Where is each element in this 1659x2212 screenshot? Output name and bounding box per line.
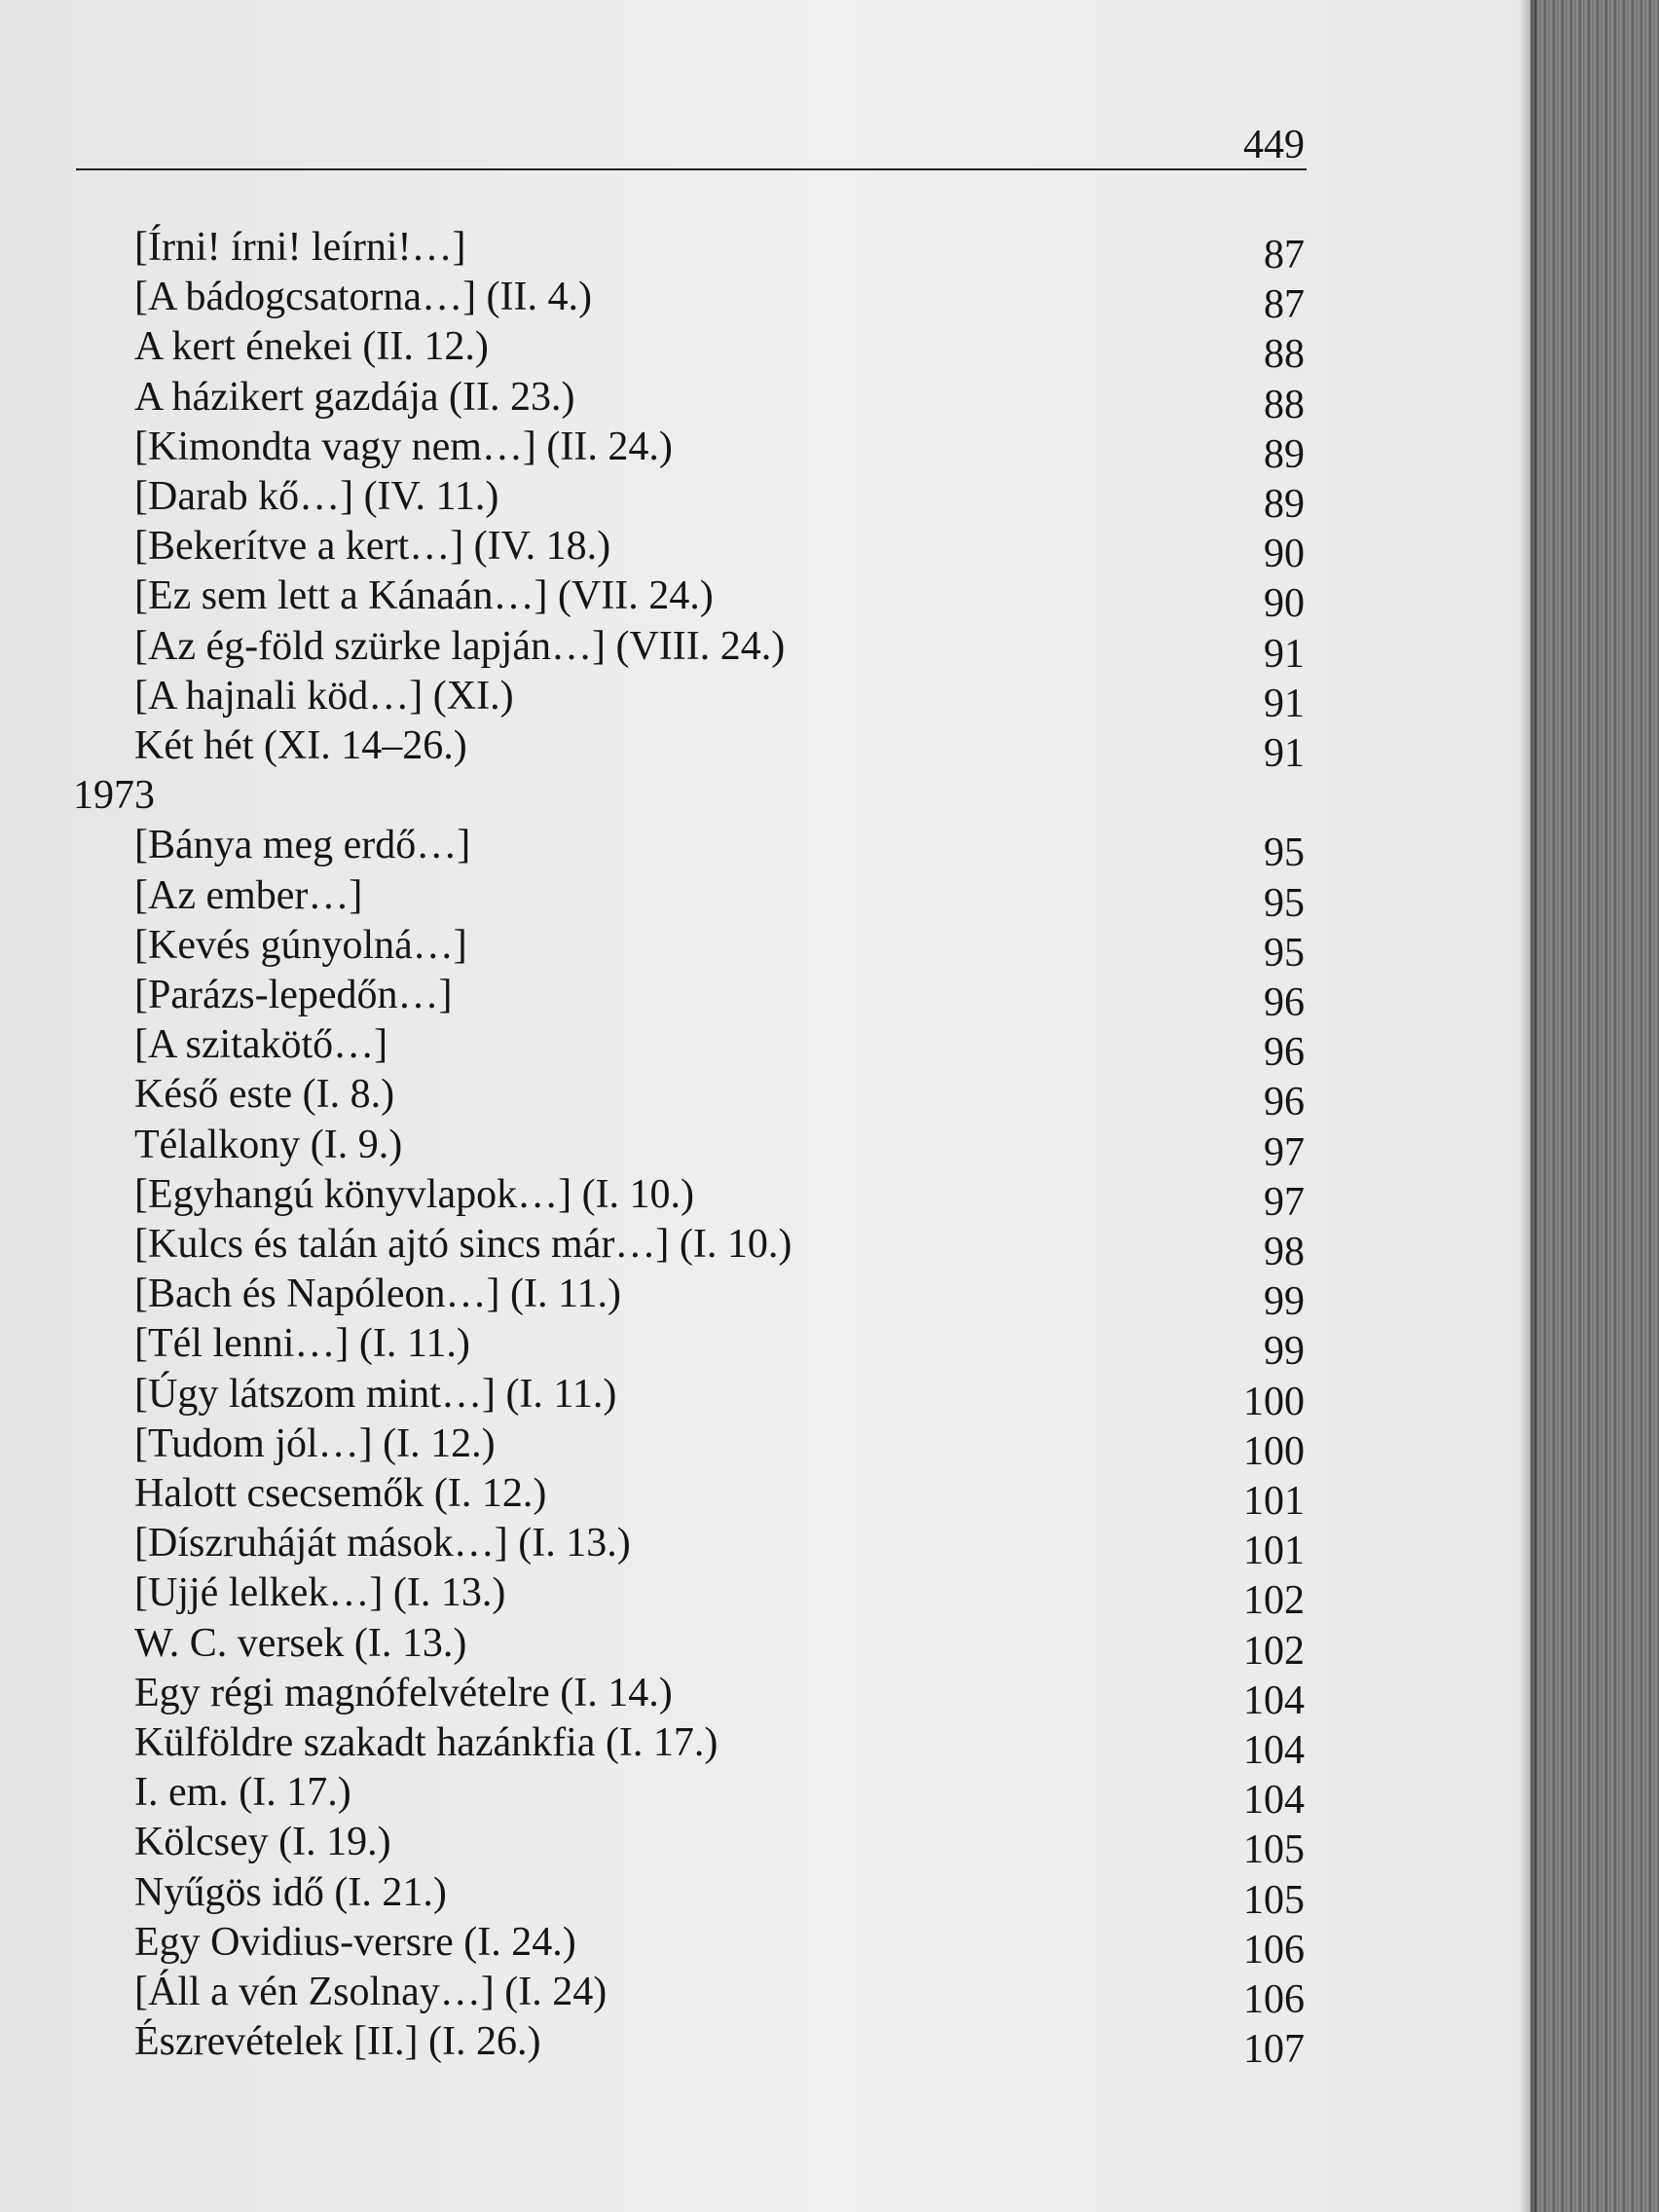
entry-page: 99 bbox=[1264, 1279, 1305, 1325]
entry-page: 102 bbox=[1243, 1628, 1305, 1674]
entry-title: Kölcsey (I. 19.) bbox=[134, 1820, 391, 1865]
entry-page: 101 bbox=[1243, 1529, 1305, 1574]
entry-title: Külföldre szakadt hazánkfia (I. 17.) bbox=[134, 1720, 719, 1765]
entry-page: 95 bbox=[1264, 930, 1305, 976]
entry-page: 88 bbox=[1264, 382, 1305, 427]
entry-page: 88 bbox=[1264, 332, 1305, 378]
entry-title: [Az ember…] bbox=[134, 872, 363, 918]
page-number: 449 bbox=[1243, 123, 1305, 167]
entry-title: [Az ég-föld szürke lapján…] (VIII. 24.) bbox=[134, 623, 786, 669]
entry-title: [A bádogcsatorna…] (II. 4.) bbox=[134, 275, 592, 320]
entry-title: Halott csecsemők (I. 12.) bbox=[134, 1471, 547, 1516]
entry-title: [A hajnali köd…] (XI.) bbox=[134, 673, 514, 719]
entry-page: 96 bbox=[1264, 980, 1305, 1025]
entry-title: Egy Ovidius-versre (I. 24.) bbox=[134, 1919, 576, 1965]
entry-title: W. C. versek (I. 13.) bbox=[134, 1620, 467, 1666]
entry-page: 102 bbox=[1243, 1578, 1305, 1624]
edge-shadow bbox=[1519, 0, 1536, 2212]
header-rule bbox=[76, 168, 1307, 170]
entry-page: 96 bbox=[1264, 1030, 1305, 1076]
entry-title: [Bánya meg erdő…] bbox=[134, 823, 471, 868]
entry-title: Észrevételek [II.] (I. 26.) bbox=[134, 2019, 541, 2065]
entry-title: [Darab kő…] (IV. 11.) bbox=[134, 474, 499, 519]
entry-title: Télalkony (I. 9.) bbox=[134, 1122, 403, 1167]
entry-page: 100 bbox=[1243, 1428, 1305, 1474]
entry-page: 97 bbox=[1264, 1179, 1305, 1225]
entry-page: 107 bbox=[1243, 2027, 1305, 2073]
entry-title: Egy régi magnófelvételre (I. 14.) bbox=[134, 1670, 673, 1715]
book-edge bbox=[1530, 0, 1659, 2212]
entry-title: [Ez sem lett a Kánaán…] (VII. 24.) bbox=[134, 573, 714, 619]
entry-page: 91 bbox=[1264, 631, 1305, 677]
entry-page: 91 bbox=[1264, 681, 1305, 726]
entry-page: 91 bbox=[1264, 731, 1305, 776]
entry-page: 99 bbox=[1264, 1329, 1305, 1375]
entry-page: 104 bbox=[1243, 1677, 1305, 1723]
entry-page: 87 bbox=[1264, 233, 1305, 277]
entry-title: A kert énekei (II. 12.) bbox=[134, 324, 489, 370]
entry-page: 101 bbox=[1243, 1479, 1305, 1524]
entry-page: 89 bbox=[1264, 431, 1305, 477]
entry-title: [Tél lenni…] (I. 11.) bbox=[134, 1321, 470, 1367]
entry-title: [A szitakötő…] bbox=[134, 1022, 388, 1068]
entry-title: [Tudom jól…] (I. 12.) bbox=[134, 1420, 496, 1466]
entry-page: 106 bbox=[1243, 1927, 1305, 1972]
entry-page: 87 bbox=[1264, 282, 1305, 328]
entry-page: 96 bbox=[1264, 1080, 1305, 1125]
entry-title: [Bach és Napóleon…] (I. 11.) bbox=[134, 1272, 621, 1317]
entry-title: [Ujjé lelkek…] (I. 13.) bbox=[134, 1570, 506, 1616]
section-heading: 1973 bbox=[73, 773, 155, 819]
entry-page: 104 bbox=[1243, 1778, 1305, 1824]
entry-title: [Áll a vén Zsolnay…] (I. 24) bbox=[134, 1970, 608, 2014]
entry-title: [Kimondta vagy nem…] (II. 24.) bbox=[134, 424, 673, 469]
entry-title: [Kulcs és talán ajtó sincs már…] (I. 10.… bbox=[134, 1222, 793, 1267]
entry-page: 90 bbox=[1264, 581, 1305, 627]
entry-title: Nyűgös idő (I. 21.) bbox=[134, 1869, 447, 1915]
entry-page: 89 bbox=[1264, 482, 1305, 527]
entry-page: 104 bbox=[1243, 1728, 1305, 1773]
entry-title: [Díszruháját mások…] (I. 13.) bbox=[134, 1521, 631, 1567]
entry-page: 106 bbox=[1243, 1977, 1305, 2022]
entry-page: 95 bbox=[1264, 880, 1305, 926]
entry-page: 95 bbox=[1264, 830, 1305, 876]
entry-title: [Egyhangú könyvlapok…] (I. 10.) bbox=[134, 1171, 695, 1217]
entry-title: [Parázs-lepedőn…] bbox=[134, 973, 453, 1017]
entry-page: 98 bbox=[1264, 1230, 1305, 1274]
entry-page: 105 bbox=[1243, 1827, 1305, 1873]
entry-title: [Írni! írni! leírni!…] bbox=[134, 225, 466, 270]
entry-page: 100 bbox=[1243, 1379, 1305, 1424]
entry-title: Két hét (XI. 14–26.) bbox=[134, 723, 467, 768]
entry-title: [Bekerítve a kert…] (IV. 18.) bbox=[134, 524, 611, 570]
entry-title: [Kevés gúnyolná…] bbox=[134, 922, 467, 968]
entry-title: Késő este (I. 8.) bbox=[134, 1072, 395, 1118]
entry-page: 105 bbox=[1243, 1877, 1305, 1923]
entry-title: A házikert gazdája (II. 23.) bbox=[134, 374, 575, 420]
entry-page: 90 bbox=[1264, 532, 1305, 577]
entry-page: 97 bbox=[1264, 1129, 1305, 1175]
entry-title: [Úgy látszom mint…] (I. 11.) bbox=[134, 1371, 617, 1417]
entry-title: I. em. (I. 17.) bbox=[134, 1770, 351, 1816]
